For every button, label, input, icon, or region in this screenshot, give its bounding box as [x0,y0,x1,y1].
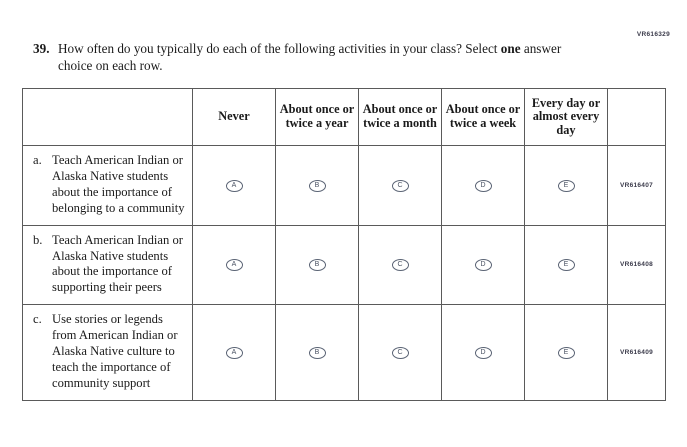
bubble-glyph-a: A [225,346,243,359]
row-text-c: Use stories or legends from American Ind… [52,312,178,390]
question-stem: 39. How often do you typically do each o… [33,40,593,74]
radio-c-month[interactable]: C [358,304,442,401]
row-item-c: c. Use stories or legends from American … [22,304,193,401]
header-item-column [22,88,193,146]
question-text: How often do you typically do each of th… [58,40,593,74]
row-text-a: Teach American Indian or Alaska Native s… [52,153,185,215]
radio-b-everyday[interactable]: E [524,224,608,306]
matrix-body: a. Teach American Indian or Alaska Nativ… [22,145,666,401]
radio-c-everyday[interactable]: E [524,304,608,401]
bubble-glyph-b: B [308,346,326,359]
row-code-c: VR616409 [607,304,666,401]
radio-a-everyday[interactable]: E [524,145,608,226]
header-once-or-twice-a-month: About once or twice a month [358,88,442,146]
bubble-glyph-c: C [391,259,409,272]
bubble-glyph-e: E [557,259,575,272]
question-emphasis-one: one [500,41,521,56]
bubble-glyph-e: E [557,179,575,192]
bubble-glyph-c: C [391,179,409,192]
radio-b-week[interactable]: D [441,224,525,306]
row-text-b: Teach American Indian or Alaska Native s… [52,232,183,295]
header-once-or-twice-a-year: About once or twice a year [275,88,359,146]
radio-a-never[interactable]: A [192,145,276,226]
bubble-glyph-d: D [474,259,492,272]
radio-b-month[interactable]: C [358,224,442,306]
row-code-b: VR616408 [607,224,666,306]
header-every-day-or-almost-every-day: Every day or almost every day [524,88,608,146]
question-number: 39. [33,41,50,56]
matrix-table: Never About once or twice a year About o… [22,88,666,401]
matrix-header-row: Never About once or twice a year About o… [22,88,666,146]
header-code-column [607,88,666,146]
radio-a-week[interactable]: D [441,145,525,226]
row-letter-a: a. [33,153,42,167]
table-row: c. Use stories or legends from American … [22,304,666,401]
radio-b-year[interactable]: B [275,224,359,306]
row-letter-c: c. [33,312,42,327]
row-letter-b: b. [33,232,43,247]
bubble-glyph-d: D [474,346,492,359]
matrix-header: Never About once or twice a year About o… [22,88,666,146]
bubble-glyph-b: B [308,259,326,272]
radio-c-week[interactable]: D [441,304,525,401]
bubble-glyph-b: B [308,179,326,192]
table-row: a. Teach American Indian or Alaska Nativ… [22,145,666,226]
row-code-a: VR616407 [607,145,666,226]
radio-c-never[interactable]: A [192,304,276,401]
radio-a-year[interactable]: B [275,145,359,226]
header-never: Never [192,88,276,146]
bubble-glyph-a: A [225,259,243,272]
question-text-part-2: answer choice on each row. [58,41,562,73]
row-item-a: a. Teach American Indian or Alaska Nativ… [22,145,193,226]
radio-a-month[interactable]: C [358,145,442,226]
page-identifier-code: VR616329 [636,31,670,38]
response-matrix: Never About once or twice a year About o… [22,88,666,401]
bubble-glyph-e: E [557,346,575,359]
radio-b-never[interactable]: A [192,224,276,306]
header-once-or-twice-a-week: About once or twice a week [441,88,525,146]
question-text-part-1: How often do you typically do each of th… [58,41,501,56]
bubble-glyph-a: A [225,179,243,192]
bubble-glyph-c: C [391,346,409,359]
table-row: b. Teach American Indian or Alaska Nativ… [22,224,666,306]
row-item-b: b. Teach American Indian or Alaska Nativ… [22,224,193,306]
bubble-glyph-d: D [474,179,492,192]
radio-c-year[interactable]: B [275,304,359,401]
